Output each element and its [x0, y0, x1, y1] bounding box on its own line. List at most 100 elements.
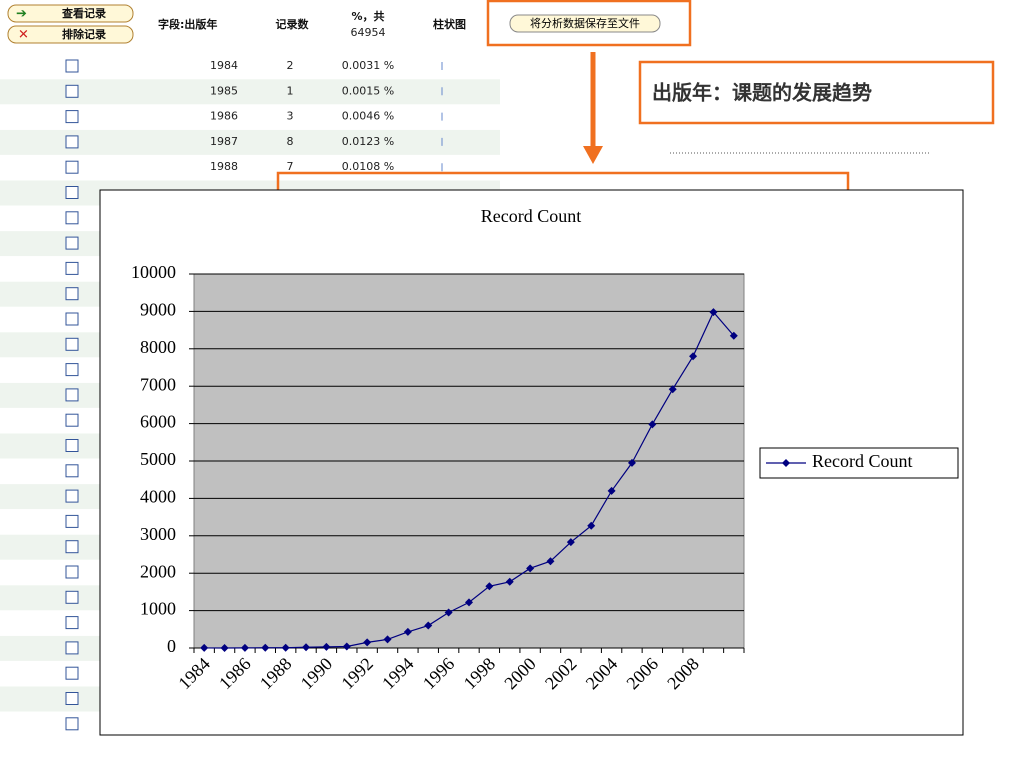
y-tick-label: 9000 [140, 300, 176, 320]
checkbox[interactable] [65, 540, 79, 554]
checkbox[interactable] [65, 413, 79, 427]
y-tick-label: 0 [167, 636, 176, 656]
checkbox[interactable] [65, 160, 79, 174]
checkbox[interactable] [65, 59, 79, 73]
marker [363, 638, 372, 647]
count: 3 [287, 110, 294, 123]
checkbox[interactable] [65, 464, 79, 478]
year: 1987 [210, 135, 238, 148]
checkbox[interactable] [65, 692, 79, 705]
marker [505, 577, 514, 586]
checkbox[interactable] [65, 110, 79, 124]
checkbox[interactable] [65, 590, 79, 604]
year: 1986 [210, 110, 238, 123]
marker [403, 627, 412, 636]
callout-box [638, 60, 995, 125]
checkbox[interactable] [65, 84, 79, 98]
marker [444, 608, 453, 617]
checkbox[interactable] [65, 565, 79, 579]
checkbox[interactable] [65, 514, 79, 528]
checkbox[interactable] [65, 337, 79, 351]
checkbox[interactable] [65, 236, 79, 250]
chart: Record Count 0 1000 2000 3000 4000 5000 6000 70… [99, 189, 964, 736]
marker [424, 621, 433, 630]
percent: 0.0046 % [342, 110, 394, 123]
y-tick-label: 4000 [140, 487, 176, 507]
checkbox[interactable] [65, 363, 79, 377]
marker [689, 352, 698, 361]
marker [566, 538, 575, 547]
count: 8 [287, 135, 294, 148]
year: 1984 [210, 59, 238, 72]
percent: 0.0015 % [342, 84, 394, 97]
checkbox[interactable] [65, 641, 79, 655]
checkbox[interactable] [65, 717, 79, 731]
percent: 0.0123 % [342, 135, 394, 148]
save-button[interactable] [509, 14, 661, 33]
legend-marker [782, 459, 790, 467]
checkbox[interactable] [65, 211, 79, 225]
checkbox[interactable] [65, 186, 79, 199]
percent: 0.0108 % [342, 160, 394, 173]
count: 2 [287, 59, 294, 72]
checkbox[interactable] [65, 666, 79, 680]
checkbox[interactable] [65, 135, 79, 149]
marker [322, 642, 331, 651]
y-tick-label: 10000 [131, 262, 176, 282]
chart-title: Record Count [481, 206, 582, 226]
year: 1988 [210, 160, 238, 173]
y-tick-label: 7000 [140, 374, 176, 394]
view-button-label: 查看记录 [62, 6, 106, 20]
marker [485, 582, 494, 591]
checkbox[interactable] [65, 439, 79, 452]
y-tick-label: 6000 [140, 412, 176, 432]
checkbox[interactable] [65, 388, 79, 402]
count-header: 记录数 [276, 17, 310, 31]
marker [200, 643, 209, 652]
checkbox[interactable] [65, 287, 79, 301]
arrow-head [583, 146, 603, 164]
y-tick-label: 5000 [140, 449, 176, 469]
marker [526, 564, 535, 573]
marker [261, 643, 270, 652]
marker [220, 643, 229, 652]
checkbox[interactable] [65, 261, 79, 275]
save-button-label: 将分析数据保存至文件 [530, 16, 640, 30]
marker [240, 643, 249, 652]
marker [607, 486, 616, 495]
exclude-button-label: 排除记录 [62, 27, 106, 41]
marker [281, 643, 290, 652]
marker [342, 642, 351, 651]
icon: ✕ [18, 28, 29, 43]
percent-header: %，共 [351, 9, 384, 23]
callout: 出版年：课题的发展趋势 [652, 81, 872, 105]
percent: 0.0031 % [342, 59, 394, 72]
marker [587, 521, 596, 530]
year: 1985 [210, 84, 238, 97]
marker [627, 458, 636, 467]
checkbox[interactable] [65, 489, 79, 503]
total: 64954 [351, 26, 386, 39]
field-header: 字段:出版年 [158, 17, 217, 31]
marker [668, 385, 677, 394]
checkbox[interactable] [65, 616, 79, 630]
exclude-button[interactable] [7, 25, 134, 44]
marker [546, 557, 555, 566]
bar-header: 柱状图 [433, 17, 466, 31]
count: 1 [287, 84, 294, 97]
count: 7 [287, 160, 294, 173]
row-stripe [0, 129, 500, 155]
marker [383, 635, 392, 644]
marker [465, 598, 473, 607]
highlight-box [486, 0, 692, 47]
y-tick-label: 3000 [140, 524, 176, 544]
marker [729, 331, 738, 340]
marker [709, 308, 718, 317]
checkbox[interactable] [65, 312, 79, 326]
legend-label: Record Count [812, 451, 913, 471]
row-stripe [0, 79, 500, 105]
view-button[interactable] [7, 4, 134, 23]
marker [302, 643, 311, 652]
y-tick-label: 1000 [140, 599, 176, 619]
